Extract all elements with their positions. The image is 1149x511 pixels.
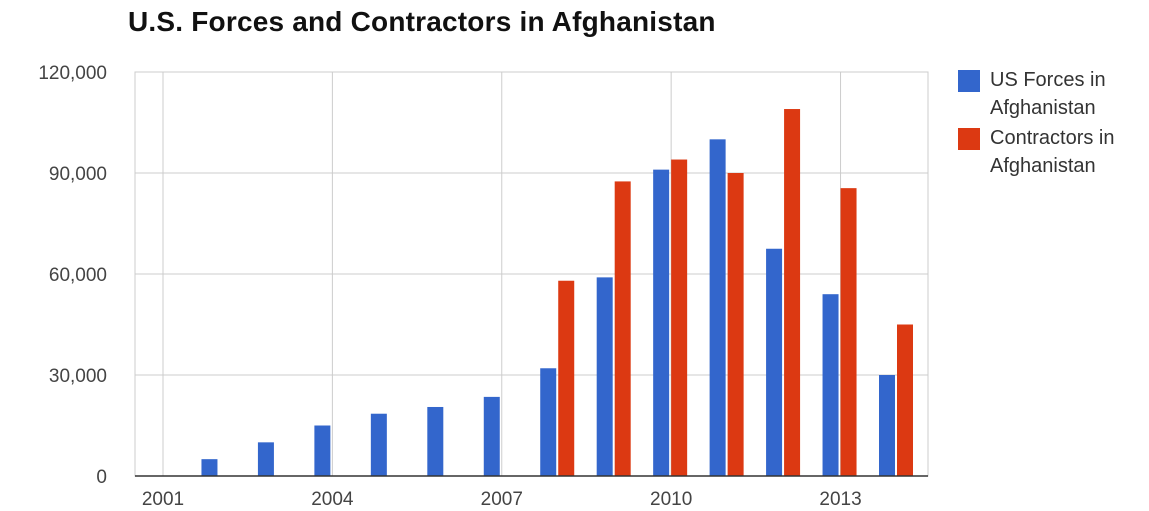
bars	[201, 109, 913, 477]
x-tick-label: 2004	[311, 489, 354, 510]
bar-contractors	[784, 109, 801, 477]
bar-us-forces	[370, 413, 387, 476]
chart-title: U.S. Forces and Contractors in Afghanist…	[128, 6, 716, 37]
legend-swatch-us-forces	[958, 70, 980, 92]
bar-us-forces	[596, 277, 613, 476]
y-tick-label: 30,000	[49, 366, 107, 387]
legend: US Forces in Afghanistan Contractors in …	[958, 66, 1143, 182]
bar-us-forces	[427, 406, 444, 476]
bar-us-forces	[879, 375, 895, 476]
x-tick-label: 2001	[142, 489, 184, 510]
legend-swatch-contractors	[958, 128, 980, 150]
gridlines	[134, 71, 929, 477]
y-tick-label: 90,000	[49, 164, 107, 185]
x-tick-label: 2013	[819, 489, 861, 510]
bar-us-forces	[314, 425, 331, 476]
x-tick-label: 2010	[650, 489, 692, 510]
bar-us-forces	[766, 248, 783, 476]
bar-contractors	[558, 280, 575, 476]
axes: 0 30,000 60,000 90,000 120,000 2001 2004 2007 20…	[38, 63, 928, 510]
legend-item-contractors[interactable]: Contractors in Afghanistan	[958, 124, 1143, 180]
bar-contractors	[897, 324, 913, 476]
y-tick-label: 120,000	[38, 63, 107, 84]
bar-contractors	[614, 181, 631, 476]
bar-us-forces	[201, 459, 218, 476]
legend-label-us-forces: US Forces in Afghanistan	[990, 69, 1106, 119]
bar-us-forces	[540, 368, 557, 476]
bar-contractors	[727, 173, 744, 476]
bar-us-forces	[709, 139, 726, 477]
x-tick-label: 2007	[481, 489, 523, 510]
legend-item-us-forces[interactable]: US Forces in Afghanistan	[958, 66, 1143, 122]
bar-us-forces	[653, 169, 670, 476]
bar-contractors	[840, 188, 857, 476]
y-tick-label: 0	[96, 467, 107, 488]
legend-label-contractors: Contractors in Afghanistan	[990, 127, 1115, 177]
bar-us-forces	[257, 442, 274, 476]
bar-us-forces	[483, 396, 500, 476]
bar-contractors	[671, 159, 688, 477]
y-tick-label: 60,000	[49, 265, 107, 286]
bar-us-forces	[822, 294, 839, 476]
